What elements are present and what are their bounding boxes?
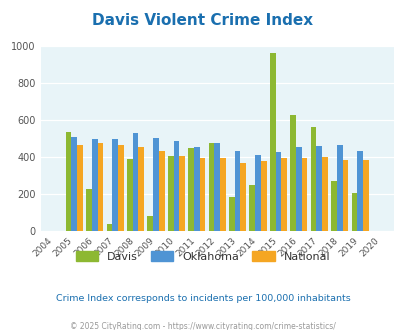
Bar [260,161,266,231]
Bar [295,147,301,231]
Text: Crime Index corresponds to incidents per 100,000 inhabitants: Crime Index corresponds to incidents per… [55,294,350,303]
Bar [167,156,173,231]
Bar [173,141,179,231]
Bar [351,193,356,231]
Bar [86,189,92,231]
Bar [132,133,138,231]
Bar [106,224,112,231]
Bar [158,151,164,231]
Bar [153,138,158,231]
Bar [97,143,103,231]
Bar [249,185,255,231]
Bar [179,156,185,231]
Bar [310,127,315,231]
Bar [147,216,153,231]
Bar [281,158,286,231]
Bar [214,143,220,231]
Bar [138,147,144,231]
Bar [342,160,347,231]
Bar [228,197,234,231]
Bar [194,147,199,231]
Bar [255,155,260,231]
Bar [71,137,77,231]
Bar [356,151,362,231]
Bar [336,146,342,231]
Text: © 2025 CityRating.com - https://www.cityrating.com/crime-statistics/: © 2025 CityRating.com - https://www.city… [70,322,335,330]
Bar [321,157,327,231]
Bar [290,115,295,231]
Bar [77,145,83,231]
Bar [220,158,225,231]
Bar [127,159,132,231]
Bar [275,151,281,231]
Bar [208,143,214,231]
Bar [330,181,336,231]
Bar [301,158,307,231]
Legend: Davis, Oklahoma, National: Davis, Oklahoma, National [71,247,334,267]
Bar [269,53,275,231]
Bar [234,150,240,231]
Bar [315,147,321,231]
Bar [199,158,205,231]
Bar [92,139,97,231]
Bar [66,132,71,231]
Bar [362,160,368,231]
Bar [112,139,118,231]
Text: Davis Violent Crime Index: Davis Violent Crime Index [92,13,313,28]
Bar [240,163,245,231]
Bar [118,145,124,231]
Bar [188,148,194,231]
